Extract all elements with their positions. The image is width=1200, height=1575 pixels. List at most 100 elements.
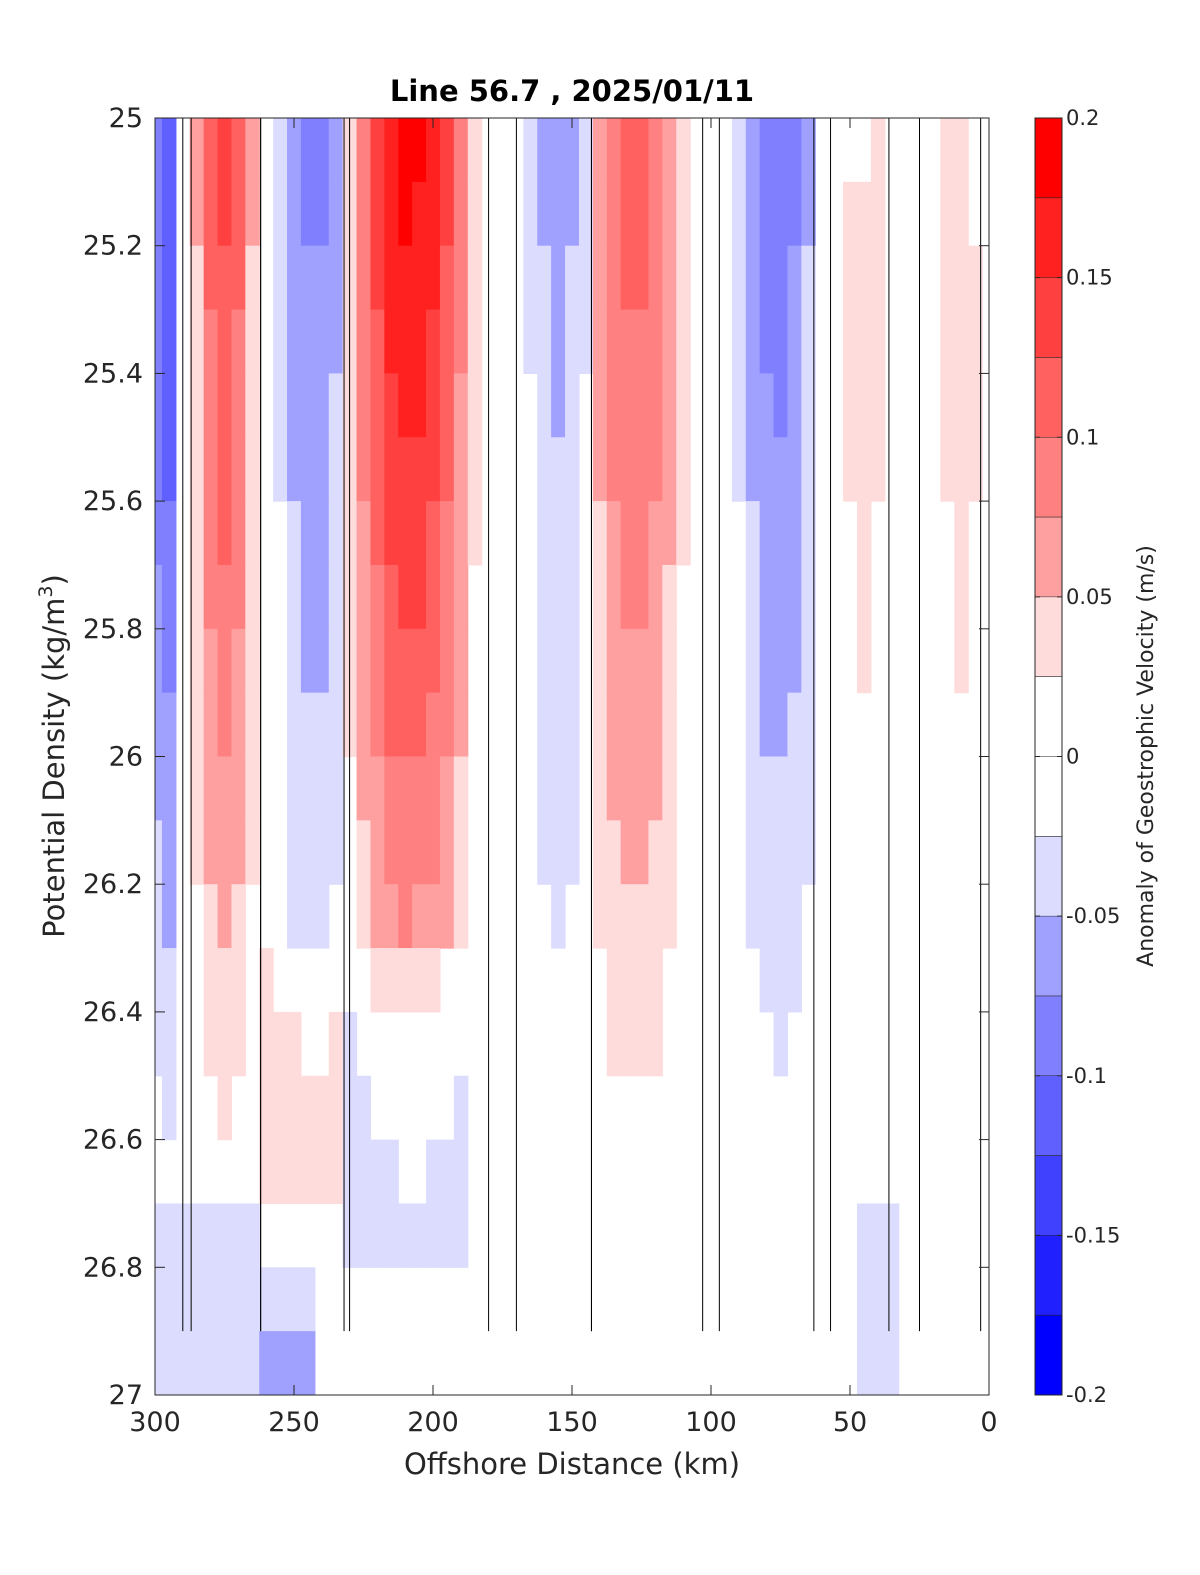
heatmap-cell [731, 245, 747, 311]
heatmap-cell [662, 756, 677, 821]
heatmap-cell [217, 309, 233, 374]
heatmap-cell [203, 181, 219, 247]
heatmap-cell [155, 1331, 163, 1395]
heatmap-cell [745, 309, 761, 374]
colorbar-label: Anomaly of Geostrophic Velocity (m/s) [1134, 545, 1159, 967]
heatmap-cell [398, 373, 413, 438]
heatmap-cell [731, 309, 747, 374]
heatmap-cell [217, 564, 233, 630]
heatmap-cell [592, 501, 608, 566]
heatmap-cell [801, 118, 816, 183]
heatmap-cell [384, 1203, 399, 1268]
heatmap-cell [189, 437, 205, 502]
heatmap-cell [189, 1203, 205, 1268]
heatmap-cell [606, 564, 622, 630]
x-tick-label: 50 [833, 1407, 867, 1438]
heatmap-cell [314, 245, 330, 311]
heatmap-cell [412, 1203, 427, 1268]
heatmap-cell [231, 118, 246, 183]
heatmap-cell [203, 884, 219, 949]
heatmap-cell [259, 1139, 274, 1205]
heatmap-cell [523, 245, 538, 311]
y-axis-label-end: ) [37, 574, 71, 585]
heatmap-cell [801, 373, 816, 438]
heatmap-cell [245, 564, 260, 630]
heatmap-cell [439, 884, 455, 949]
colorbar-band [1035, 1235, 1062, 1316]
heatmap-cell [203, 1011, 219, 1077]
heatmap-cell [745, 437, 761, 502]
heatmap-cell [662, 628, 677, 694]
heatmap-cell [439, 501, 455, 566]
heatmap-cell [634, 1011, 650, 1077]
colorbar-tick-label: 0.15 [1066, 266, 1113, 290]
heatmap-cell [884, 1203, 900, 1268]
heatmap-cell [189, 181, 205, 247]
heatmap-cell [773, 564, 789, 630]
heatmap-cell [634, 628, 650, 694]
heatmap-cell [648, 245, 663, 311]
heatmap-cell [161, 564, 177, 630]
heatmap-cell [273, 1011, 288, 1077]
heatmap-cell [773, 692, 789, 758]
heatmap-cell [648, 501, 663, 566]
heatmap-cell [439, 564, 455, 630]
heatmap-cell [398, 756, 413, 821]
heatmap-cell [245, 756, 260, 821]
heatmap-cell [787, 884, 802, 949]
heatmap-cell [439, 1203, 455, 1268]
heatmap-cell [426, 948, 441, 1013]
heatmap-cell [217, 884, 233, 949]
colorbar-band [1035, 197, 1062, 279]
heatmap-cell [384, 948, 399, 1013]
heatmap-cell [287, 1139, 302, 1205]
heatmap-cell [592, 692, 608, 758]
heatmap-cell [384, 692, 399, 758]
heatmap-cell [648, 948, 663, 1013]
heatmap-cell [314, 1139, 330, 1205]
heatmap-cell [606, 437, 622, 502]
heatmap-cell [287, 118, 302, 183]
heatmap-cell [217, 628, 233, 694]
heatmap-cell [189, 756, 205, 821]
x-tick-label: 300 [129, 1407, 181, 1438]
heatmap-cell [634, 820, 650, 885]
heatmap-cell [870, 181, 886, 247]
heatmap-cell [155, 948, 163, 1013]
x-tick-labels: 300 250 200 150 100 50 0 [129, 1407, 997, 1438]
heatmap-cell [203, 564, 219, 630]
colorbar-band [1035, 676, 1062, 757]
heatmap-cell [273, 118, 288, 183]
heatmap-cell [773, 948, 789, 1013]
heatmap-cell [155, 1011, 163, 1077]
heatmap-cell [453, 373, 469, 438]
heatmap-cell [231, 181, 246, 247]
heatmap-cell [189, 501, 205, 566]
heatmap-cell [773, 181, 789, 247]
heatmap-cell [870, 437, 886, 502]
heatmap-cell [634, 309, 650, 374]
heatmap-cell [773, 245, 789, 311]
heatmap-cell [412, 564, 427, 630]
heatmap-cell [620, 501, 636, 566]
heatmap-cell [273, 245, 288, 311]
heatmap-cell [662, 118, 677, 183]
heatmap-cell [203, 1331, 219, 1395]
heatmap-cell [453, 884, 469, 949]
zero-contours [155, 118, 982, 1332]
heatmap-cell [300, 692, 316, 758]
heatmap-cell [231, 756, 246, 821]
heatmap-cell [231, 1331, 246, 1395]
heatmap-cell [801, 501, 816, 566]
heatmap-cell [370, 692, 385, 758]
heatmap-cell [217, 1075, 233, 1141]
heatmap-cell [398, 884, 413, 949]
heatmap-cell [356, 373, 372, 438]
heatmap-cell [578, 118, 594, 183]
heatmap-cell [384, 245, 399, 311]
heatmap-cell [231, 373, 246, 438]
heatmap-cell [592, 118, 608, 183]
heatmap-cell [203, 501, 219, 566]
heatmap-cell [245, 628, 260, 694]
